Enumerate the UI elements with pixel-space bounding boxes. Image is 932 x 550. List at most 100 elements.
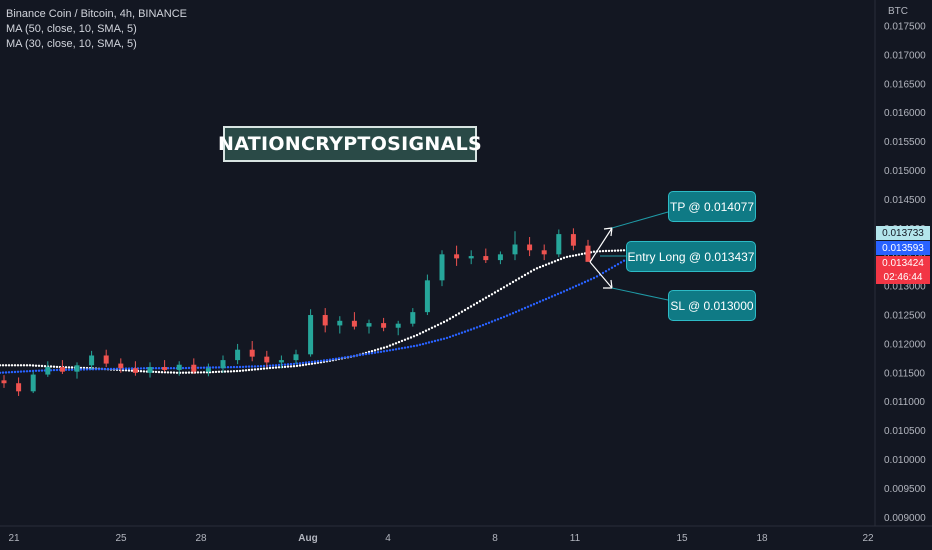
ma-50-legend[interactable]: MA (50, close, 10, SMA, 5) bbox=[6, 23, 137, 35]
ma-point bbox=[376, 351, 380, 354]
candle-body bbox=[278, 360, 284, 363]
ma-point bbox=[1, 364, 5, 367]
ma-point bbox=[514, 279, 518, 282]
ma-point bbox=[526, 272, 530, 275]
ma-point bbox=[412, 344, 416, 348]
candle-body bbox=[16, 383, 22, 392]
ma-point bbox=[25, 370, 29, 373]
tp-callout[interactable]: TP @ 0.014077 bbox=[668, 191, 756, 222]
ma-point bbox=[397, 340, 401, 344]
ma-point bbox=[355, 354, 359, 357]
candle-body bbox=[118, 363, 124, 369]
ma-point bbox=[172, 371, 176, 374]
ma-point bbox=[571, 254, 575, 257]
ma-point bbox=[304, 361, 308, 364]
time-tick-label: Aug bbox=[298, 533, 317, 544]
time-axis[interactable]: 21 25 28 Aug 4 8 11 15 18 22 bbox=[8, 533, 874, 544]
ma-point bbox=[601, 271, 605, 275]
ma-point bbox=[334, 357, 338, 360]
ma-point bbox=[202, 366, 206, 369]
ma-point bbox=[487, 321, 491, 324]
ma-point bbox=[616, 263, 620, 266]
last-price-tag: 0.013424 bbox=[876, 256, 930, 270]
ma-point bbox=[547, 296, 551, 299]
ma-point bbox=[565, 288, 569, 292]
ma-point bbox=[472, 327, 476, 330]
ma-point bbox=[286, 365, 290, 368]
ma-point bbox=[1, 371, 5, 374]
candle-body bbox=[89, 355, 95, 366]
tp-leader bbox=[611, 211, 669, 229]
ma-30-price-tag: 0.013593 bbox=[876, 241, 930, 255]
ma-point bbox=[496, 289, 500, 292]
trade-annotations[interactable] bbox=[589, 211, 669, 301]
ma-point bbox=[34, 364, 38, 367]
ma-point bbox=[391, 343, 395, 346]
ma-point bbox=[586, 279, 590, 282]
ma-point bbox=[154, 370, 158, 374]
ma-point bbox=[271, 366, 275, 369]
sl-leader bbox=[611, 287, 669, 301]
ma-point bbox=[385, 349, 389, 352]
time-tick-label: 25 bbox=[115, 533, 127, 544]
ma-point bbox=[475, 326, 479, 329]
candle-body bbox=[512, 244, 518, 255]
ma-point bbox=[181, 371, 185, 374]
ma-point bbox=[307, 361, 311, 364]
ma-point bbox=[247, 365, 251, 368]
ma-point bbox=[373, 351, 377, 354]
ma-point bbox=[592, 250, 596, 253]
candle-body bbox=[570, 234, 576, 246]
ma-point bbox=[286, 363, 290, 366]
ma-point bbox=[559, 291, 563, 294]
ma-point bbox=[232, 370, 236, 373]
ma-point bbox=[268, 366, 272, 370]
ma-point bbox=[553, 260, 557, 263]
candle-body bbox=[220, 360, 226, 369]
entry-callout[interactable]: Entry Long @ 0.013437 bbox=[626, 241, 756, 272]
ma-point bbox=[379, 350, 383, 353]
chart-legend[interactable]: Binance Coin / Bitcoin, 4h, BINANCE MA (… bbox=[6, 7, 187, 52]
sl-callout[interactable]: SL @ 0.013000 bbox=[668, 290, 756, 321]
ma-point bbox=[235, 369, 239, 373]
ma-point bbox=[445, 336, 449, 340]
ma-point bbox=[82, 368, 86, 371]
ma-point bbox=[277, 363, 281, 367]
candle-body bbox=[351, 320, 357, 327]
ma-point bbox=[211, 370, 215, 374]
ma-point bbox=[463, 308, 467, 312]
ma-point bbox=[16, 370, 20, 373]
candle-body bbox=[483, 256, 489, 261]
ma-point bbox=[289, 362, 293, 366]
time-tick-label: 22 bbox=[862, 533, 874, 544]
ma-point bbox=[499, 287, 503, 291]
ma-point bbox=[184, 371, 188, 374]
time-tick-label: 8 bbox=[492, 533, 498, 544]
ma-point bbox=[511, 312, 515, 315]
ma-point bbox=[580, 282, 584, 285]
price-tick-label: 0.015000 bbox=[884, 166, 926, 177]
ma-point bbox=[229, 370, 233, 373]
ma-point bbox=[25, 364, 29, 367]
ma-point bbox=[298, 362, 302, 365]
ma-point bbox=[613, 249, 617, 252]
ma-point bbox=[214, 370, 218, 374]
ma-point bbox=[265, 367, 269, 370]
ma-point bbox=[7, 371, 11, 374]
ma-30-legend[interactable]: MA (30, close, 10, SMA, 5) bbox=[6, 38, 137, 50]
ma-point bbox=[457, 312, 461, 315]
ma-point bbox=[601, 249, 605, 253]
ma-point bbox=[238, 369, 242, 373]
ma-point bbox=[469, 328, 473, 331]
ma-point bbox=[64, 368, 68, 371]
ma-point bbox=[562, 256, 566, 259]
ma-point bbox=[103, 367, 107, 371]
ma-point bbox=[262, 364, 266, 368]
ma-point bbox=[532, 303, 536, 306]
ma-point bbox=[424, 329, 428, 332]
ma-point bbox=[508, 313, 512, 316]
symbol-title[interactable]: Binance Coin / Bitcoin, 4h, BINANCE bbox=[6, 8, 187, 20]
ma-point bbox=[52, 368, 56, 372]
